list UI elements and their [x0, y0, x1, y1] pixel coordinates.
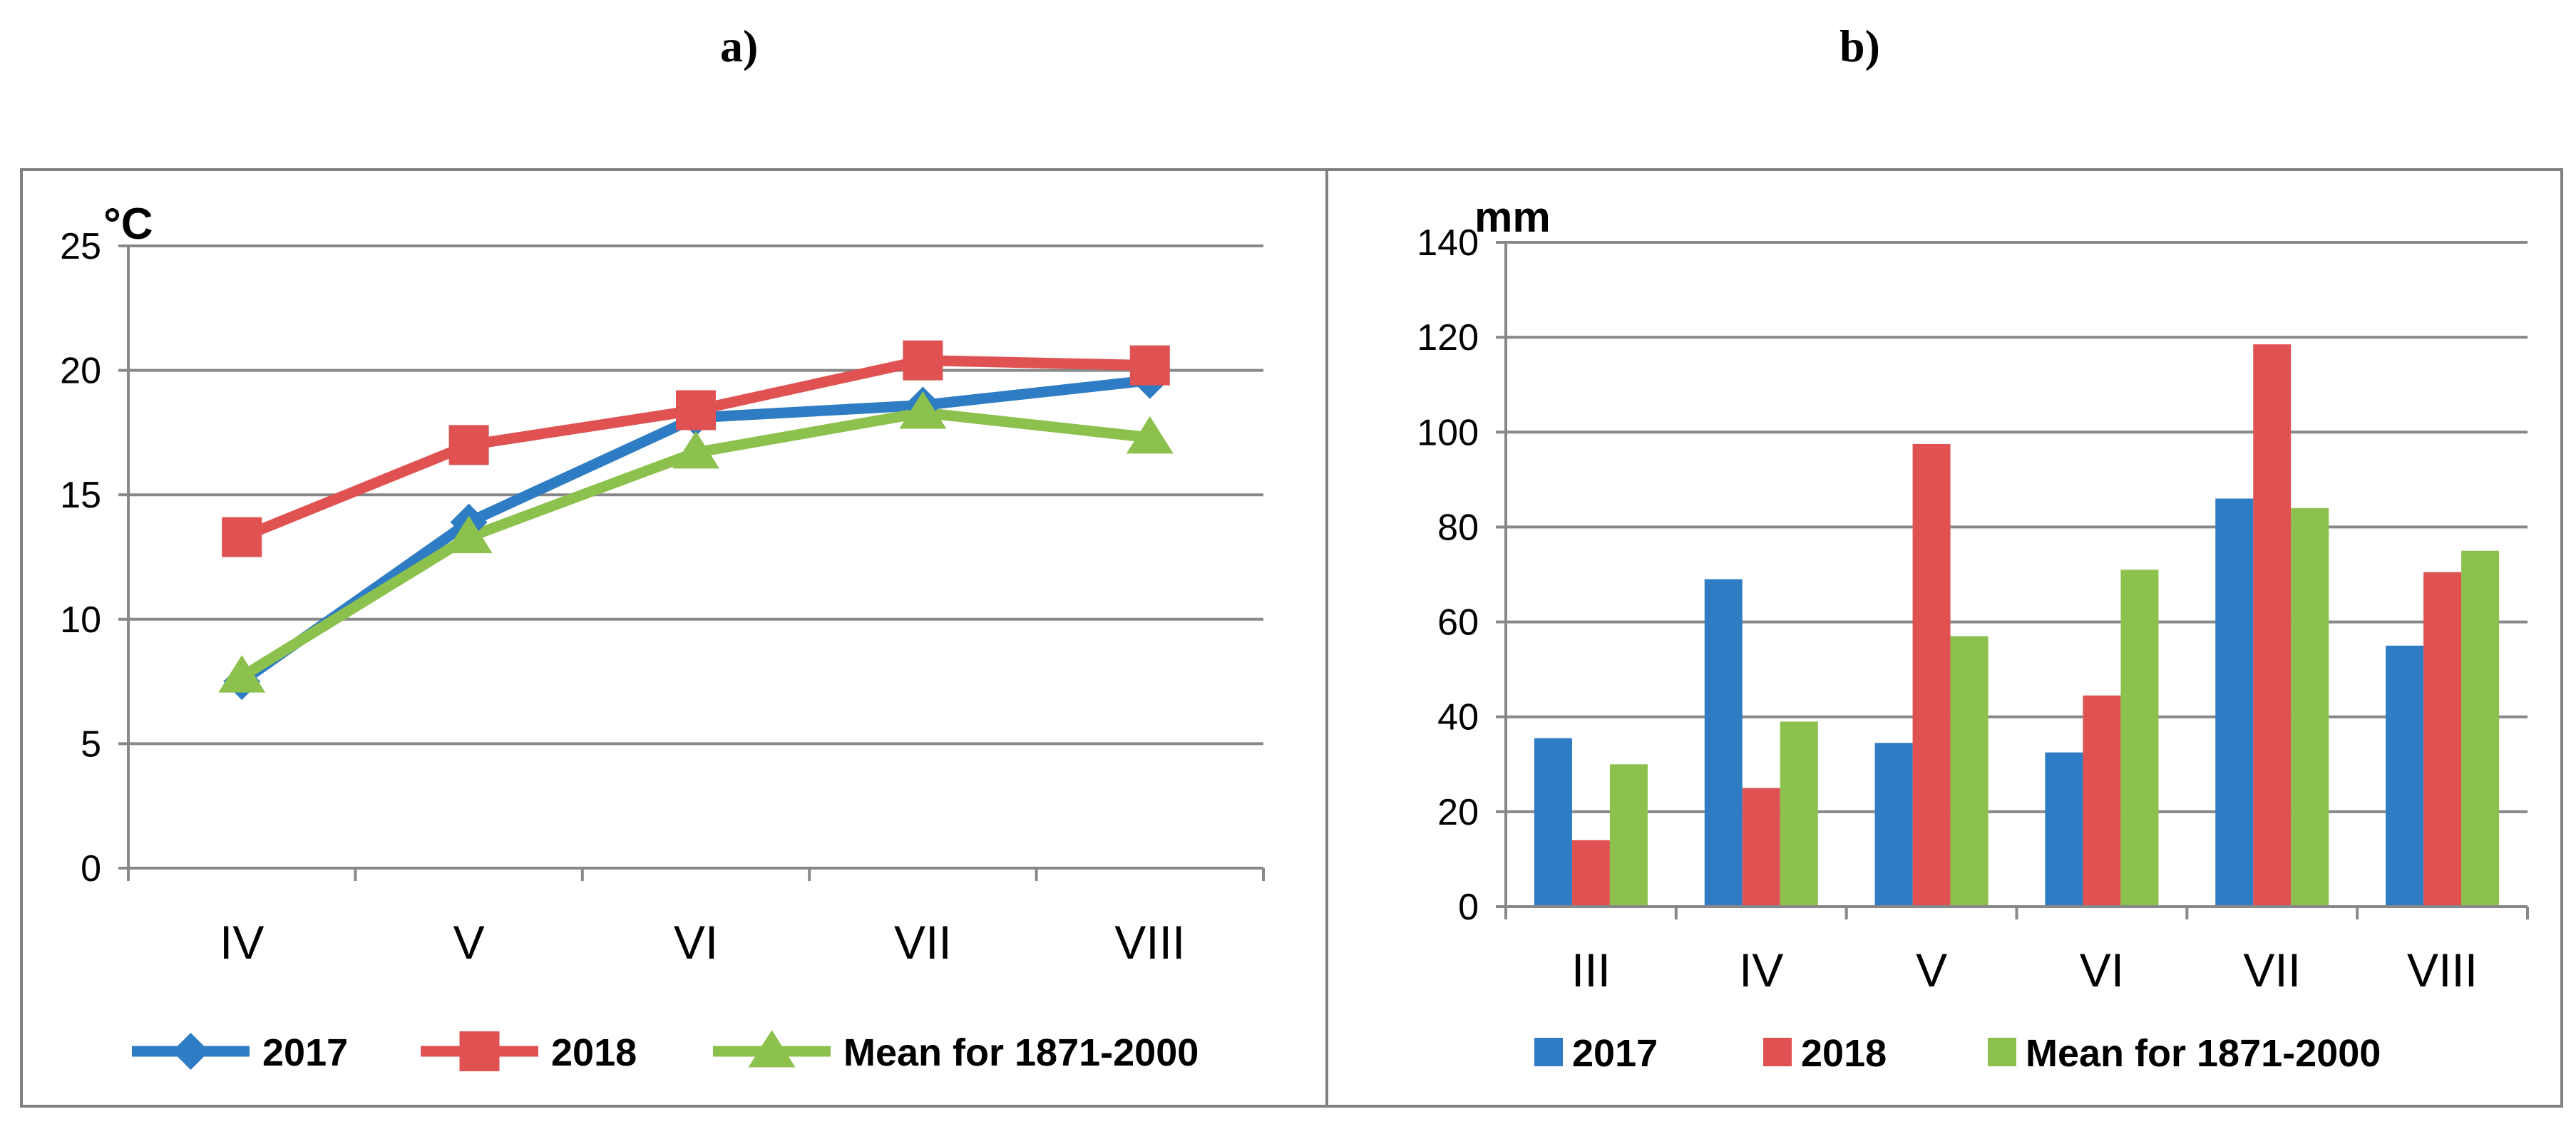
- bar-2017: [2215, 498, 2254, 907]
- bar-Mean for 1871-2000: [1950, 636, 1989, 907]
- legend-label: Mean for 1871-2000: [843, 1031, 1199, 1074]
- y-unit-label: mm: [1474, 193, 1551, 241]
- legend-label: 2018: [1801, 1032, 1887, 1075]
- x-tick-label: III: [1571, 944, 1611, 996]
- bar-2017: [1874, 743, 1913, 907]
- data-point-2018: [903, 340, 943, 381]
- x-tick-label: IV: [220, 916, 264, 969]
- data-point-Mean for 1871-2000: [1126, 416, 1174, 454]
- legend-label: 2017: [1572, 1032, 1658, 1075]
- y-tick-label: 15: [60, 475, 101, 516]
- data-point-Mean for 1871-2000: [899, 391, 947, 429]
- bar-2018: [2083, 695, 2121, 907]
- bar-Mean for 1871-2000: [1609, 764, 1648, 907]
- bar-2018: [2423, 572, 2462, 907]
- y-tick-label: 60: [1437, 602, 1479, 644]
- y-tick-label: 0: [81, 848, 101, 890]
- x-tick-label: VI: [2080, 944, 2124, 996]
- legend-marker: [748, 1030, 796, 1068]
- y-tick-label: 10: [60, 599, 101, 641]
- bar-2017: [2386, 645, 2424, 907]
- y-unit-label: °C: [103, 200, 153, 249]
- bar-2018: [1742, 788, 1780, 907]
- bar-2017: [1534, 738, 1572, 907]
- y-tick-label: 25: [60, 226, 101, 267]
- legend-swatch: [1534, 1038, 1563, 1066]
- x-tick-label: V: [453, 916, 485, 969]
- y-tick-label: 20: [60, 351, 101, 392]
- bar-Mean for 1871-2000: [1780, 721, 1818, 907]
- y-tick-label: 40: [1437, 697, 1479, 738]
- x-tick-label: IV: [1739, 944, 1783, 996]
- bar-2017: [1704, 579, 1743, 907]
- data-point-2018: [1129, 345, 1170, 386]
- data-point-Mean for 1871-2000: [218, 655, 266, 693]
- x-tick-label: VIII: [2407, 944, 2478, 996]
- bar-Mean for 1871-2000: [2461, 550, 2500, 907]
- bar-2018: [1912, 443, 1951, 907]
- legend-swatch: [1763, 1038, 1792, 1066]
- y-tick-label: 120: [1417, 317, 1479, 359]
- x-tick-label: VII: [894, 916, 952, 969]
- y-tick-label: 5: [81, 723, 101, 765]
- data-point-2018: [222, 517, 262, 557]
- bar-Mean for 1871-2000: [2120, 569, 2159, 907]
- panel-b-label: b): [1839, 21, 1880, 71]
- bar-Mean for 1871-2000: [2291, 507, 2329, 907]
- precipitation-chart-frame: [1325, 168, 2563, 1108]
- legend-marker: [172, 1033, 210, 1070]
- legend-label: 2017: [262, 1031, 348, 1074]
- x-tick-label: VII: [2243, 944, 2301, 996]
- bar-2017: [2045, 752, 2083, 907]
- y-tick-label: 80: [1437, 507, 1479, 548]
- legend-label: 2018: [551, 1031, 637, 1074]
- bar-2018: [2253, 344, 2292, 907]
- legend-marker: [459, 1031, 500, 1071]
- x-tick-label: VIII: [1114, 916, 1185, 969]
- data-point-2018: [676, 390, 716, 431]
- panel-a-label: a): [720, 21, 759, 71]
- legend-label: Mean for 1871-2000: [2026, 1032, 2381, 1075]
- x-tick-label: VI: [674, 916, 718, 969]
- data-point-2018: [448, 425, 489, 465]
- y-tick-label: 0: [1458, 887, 1479, 928]
- y-tick-label: 20: [1437, 792, 1479, 833]
- legend-swatch: [1988, 1038, 2016, 1066]
- y-tick-label: 140: [1417, 222, 1479, 264]
- x-tick-label: V: [1916, 944, 1947, 996]
- data-point-Mean for 1871-2000: [672, 431, 719, 469]
- bar-2018: [1571, 840, 1610, 907]
- y-tick-label: 100: [1417, 412, 1479, 453]
- data-point-Mean for 1871-2000: [445, 515, 493, 554]
